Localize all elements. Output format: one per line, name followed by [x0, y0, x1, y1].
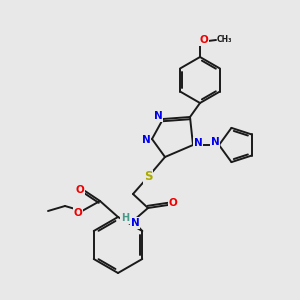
Text: O: O — [74, 208, 82, 218]
Text: O: O — [76, 185, 84, 195]
Text: N: N — [142, 135, 150, 145]
Text: CH₃: CH₃ — [217, 35, 233, 44]
Text: H: H — [121, 213, 129, 223]
Text: O: O — [200, 35, 208, 45]
Text: S: S — [144, 170, 152, 184]
Text: N: N — [154, 111, 162, 121]
Text: O: O — [169, 198, 177, 208]
Text: N: N — [211, 137, 219, 147]
Text: N: N — [130, 218, 140, 228]
Text: N: N — [194, 138, 202, 148]
